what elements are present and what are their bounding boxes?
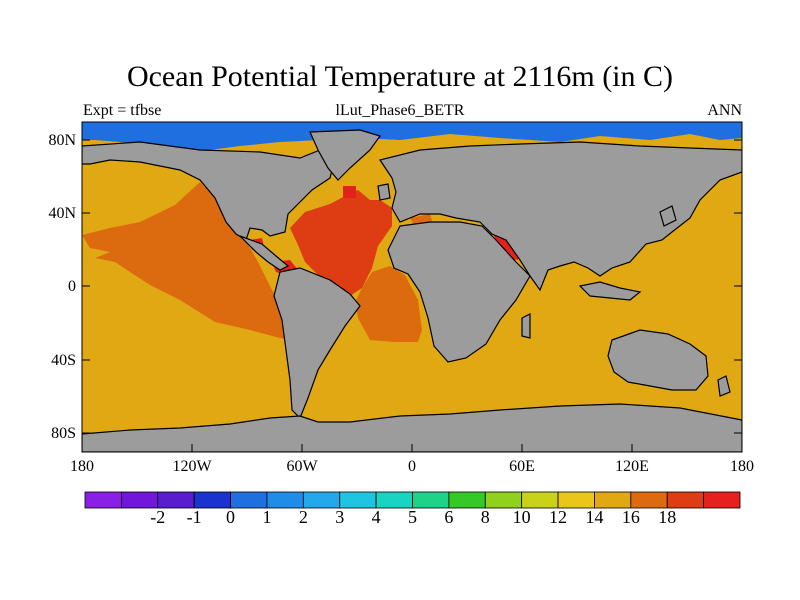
colorbar-label: 2 <box>298 507 308 527</box>
colorbar-swatch <box>375 491 413 509</box>
colorbar-swatch <box>230 491 268 509</box>
colorbar-swatch <box>412 491 450 509</box>
colorbar-swatch <box>594 491 632 509</box>
lon-label-0: 0 <box>408 458 416 475</box>
central-america-landmass <box>239 235 290 271</box>
colorbar-swatch <box>193 491 231 509</box>
axis-ticks <box>81 139 743 452</box>
colorbar-label: 5 <box>408 507 417 527</box>
colorbar-swatch <box>630 491 668 509</box>
lon-label-60e: 60E <box>509 458 535 475</box>
colorbar-swatch <box>448 491 486 509</box>
colorbar-label: -2 <box>150 507 166 527</box>
colorbar-swatch <box>703 491 741 509</box>
australia-landmass <box>607 329 709 391</box>
colorbar-label: 8 <box>480 507 490 527</box>
colorbar-label: 10 <box>512 507 531 527</box>
case-label: lLut_Phase6_BETR <box>335 102 465 119</box>
lat-label-40s: 40S <box>51 352 76 369</box>
colorbar-swatch <box>302 491 341 509</box>
new-zealand-islands <box>717 375 731 397</box>
antarctica-landmass <box>82 403 742 452</box>
colorbar-swatch <box>84 491 122 509</box>
colorbar <box>84 491 741 509</box>
lat-label-40n: 40N <box>48 205 76 222</box>
norwegian-sea-patch <box>343 186 356 198</box>
lon-label-180w: 180 <box>70 458 94 475</box>
colorbar-swatch <box>120 491 159 509</box>
colorbar-swatch <box>339 491 377 509</box>
experiment-label: Expt = tfbse <box>83 102 162 119</box>
africa-landmass <box>387 221 531 363</box>
eurasia-landmass <box>379 141 742 292</box>
colorbar-swatch <box>266 491 304 509</box>
colorbar-label: 4 <box>371 507 381 527</box>
colorbar-swatch <box>157 491 195 509</box>
south-atlantic-warm-region <box>355 266 422 342</box>
colorbar-label: 14 <box>585 507 604 527</box>
colorbar-label: 1 <box>262 507 272 527</box>
colorbar-label: 18 <box>658 507 677 527</box>
greenland-landmass <box>309 129 381 181</box>
lon-label-60w: 60W <box>286 458 318 475</box>
arctic-cold-water <box>82 122 742 150</box>
colorbar-label: 0 <box>226 507 236 527</box>
uk-islands <box>377 183 391 201</box>
north-atlantic-warm-region <box>290 190 392 296</box>
lon-label-180e: 180 <box>730 458 754 475</box>
lat-label-eq: 0 <box>68 278 76 295</box>
map-title: Ocean Potential Temperature at 2116m (in… <box>126 60 674 93</box>
colorbar-swatch <box>484 491 523 509</box>
south-america-landmass <box>273 267 361 420</box>
lat-label-80n: 80N <box>48 132 76 149</box>
colorbar-label: 3 <box>335 507 345 527</box>
season-label: ANN <box>707 102 742 119</box>
colorbar-label: 12 <box>549 507 568 527</box>
lon-label-120w: 120W <box>172 458 212 475</box>
colorbar-label: 6 <box>444 507 454 527</box>
lat-label-80s: 80S <box>51 425 76 442</box>
colorbar-swatch <box>521 491 559 509</box>
japan-islands <box>659 205 677 227</box>
pacific-warm-region <box>82 182 298 342</box>
lon-label-120e: 120E <box>615 458 649 475</box>
north-america-landmass <box>82 141 336 241</box>
indonesia-islands <box>578 281 642 301</box>
colorbar-label: -1 <box>186 507 202 527</box>
colorbar-label: 16 <box>621 507 640 527</box>
colorbar-swatch <box>557 491 595 509</box>
madagascar-island <box>521 313 531 339</box>
colorbar-swatch <box>666 491 705 509</box>
